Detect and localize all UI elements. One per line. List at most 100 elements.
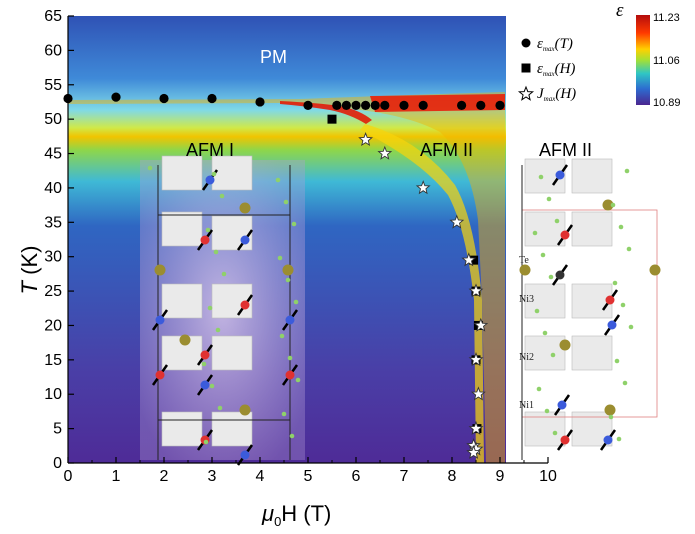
point-emax-t <box>341 100 351 110</box>
legend: εmax(T) εmax(H) Jmax(H) <box>517 36 576 103</box>
te-atom-2 <box>282 264 294 276</box>
colorbar-min-label: 10.89 <box>653 97 681 109</box>
o-atom-25 <box>542 330 548 336</box>
o-atom-23 <box>618 224 624 230</box>
o-atom-6 <box>219 193 225 199</box>
o-atom-38 <box>203 439 209 445</box>
legend-marker-star <box>517 85 535 101</box>
point-emax-h <box>327 114 337 124</box>
o-atom-3 <box>628 324 634 330</box>
point-emax-t <box>255 97 265 107</box>
ni-atom-12 <box>555 170 565 180</box>
o-atom-7 <box>626 246 632 252</box>
point-emax-t <box>495 100 505 110</box>
o-atom-11 <box>624 168 630 174</box>
colorbar: ε 11.23 11.06 10.89 <box>616 0 681 109</box>
o-atom-17 <box>546 196 552 202</box>
o-atom-16 <box>289 433 295 439</box>
o-atom-20 <box>287 355 293 361</box>
octahedron-2 <box>161 211 203 247</box>
octahedron-3 <box>211 215 253 251</box>
point-emax-t <box>418 100 428 110</box>
te-atom-6 <box>519 264 531 276</box>
atom-label-ni1: Ni1 <box>519 400 534 411</box>
point-emax-h <box>469 255 479 265</box>
region-label-pm: PM <box>260 47 287 67</box>
atom-label-ni3: Ni3 <box>519 294 534 305</box>
point-emax-t <box>361 100 371 110</box>
ni-atom-4 <box>155 315 165 325</box>
x-tick-label: 3 <box>208 468 217 485</box>
colorbar-gradient <box>636 15 650 105</box>
point-jmax-h <box>471 386 486 401</box>
o-atom-33 <box>538 174 544 180</box>
y-tick-label: 60 <box>44 42 62 59</box>
legend-2-sub: max <box>543 70 556 78</box>
ni-atom-13 <box>560 230 570 240</box>
ni-atom-6 <box>200 350 210 360</box>
point-emax-t <box>457 100 467 110</box>
y-tick-label: 20 <box>44 317 62 334</box>
ni-atom-16 <box>607 320 617 330</box>
x-axis-label-mu: μ <box>261 501 274 526</box>
te-atom-7 <box>649 264 661 276</box>
point-jmax-h <box>377 145 393 160</box>
legend-label-jmax-h: Jmax(H) <box>537 86 576 103</box>
legend-marker-square <box>521 63 531 73</box>
colorbar-symbol: ε <box>616 0 624 21</box>
octahedron-13 <box>571 211 613 247</box>
octahedron-8 <box>161 411 203 447</box>
y-axis-label-main: T <box>17 279 42 294</box>
o-atom-5 <box>552 430 558 436</box>
octahedron-1 <box>211 155 253 191</box>
o-atom-19 <box>620 302 626 308</box>
ni-atom-8 <box>155 370 165 380</box>
x-axis-label-sub: 0 <box>274 514 281 529</box>
ni-atom-19 <box>603 435 613 445</box>
x-tick-label: 0 <box>64 468 73 485</box>
ni-atom-0 <box>205 175 215 185</box>
legend-3-sub: max <box>544 95 557 103</box>
x-tick-label: 1 <box>112 468 121 485</box>
o-atom-27 <box>616 436 622 442</box>
legend-3-main: J <box>537 86 545 102</box>
x-tick-label: 5 <box>304 468 313 485</box>
y-tick-label: 40 <box>44 180 62 197</box>
legend-3-suffix: (H) <box>555 86 576 102</box>
x-tick-label: 7 <box>400 468 409 485</box>
o-atom-22 <box>211 171 217 177</box>
legend-1-suffix: (T) <box>555 36 573 52</box>
o-atom-2 <box>221 271 227 277</box>
crystal-structure-drawing <box>147 155 661 466</box>
point-jmax-h <box>466 444 481 459</box>
o-atom-14 <box>215 327 221 333</box>
te-atom-5 <box>602 199 614 211</box>
point-emax-t <box>380 100 390 110</box>
o-atom-30 <box>207 305 213 311</box>
octahedron-4 <box>161 283 203 319</box>
o-atom-10 <box>217 405 223 411</box>
o-atom-37 <box>536 386 542 392</box>
y-tick-label: 35 <box>44 214 62 231</box>
panel-label-afm2: AFM II <box>539 140 592 160</box>
point-jmax-h <box>449 214 465 229</box>
o-atom-41 <box>534 308 540 314</box>
point-emax-t <box>370 100 380 110</box>
y-tick-label: 30 <box>44 249 62 266</box>
ni-atom-5 <box>285 315 295 325</box>
chart-marks <box>63 92 505 459</box>
legend-star-shape <box>517 85 535 101</box>
o-atom-36 <box>279 333 285 339</box>
o-atom-39 <box>610 202 616 208</box>
o-atom-9 <box>550 352 556 358</box>
octahedron-12 <box>524 211 566 247</box>
transition-band-red-right <box>370 94 505 112</box>
o-atom-42 <box>201 361 207 367</box>
x-tick-label: 4 <box>256 468 265 485</box>
point-emax-t <box>351 100 361 110</box>
point-jmax-h <box>473 317 489 332</box>
o-atom-45 <box>532 230 538 236</box>
x-tick-label: 8 <box>448 468 457 485</box>
